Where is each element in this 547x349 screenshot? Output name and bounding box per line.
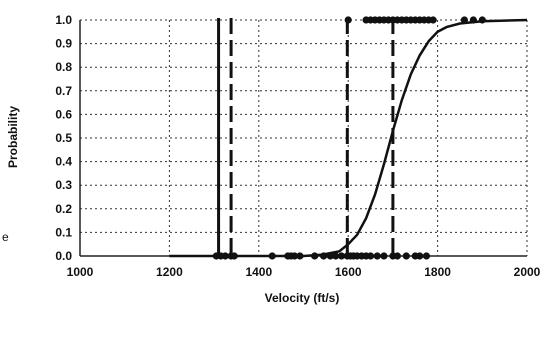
logistic-curve — [169, 18, 528, 258]
probability-curve — [169, 18, 528, 258]
data-point — [320, 252, 328, 260]
y-tick-label: 0.2 — [55, 202, 72, 216]
data-point — [326, 252, 334, 260]
y-axis-title: Probability — [6, 106, 20, 168]
vertical-reference-lines — [217, 18, 395, 258]
data-points — [212, 16, 486, 260]
data-point — [290, 252, 299, 260]
grid — [80, 19, 528, 256]
data-point — [268, 252, 276, 260]
data-point — [422, 252, 431, 260]
x-tick-label: 1600 — [335, 265, 362, 279]
y-tick-label: 0.1 — [55, 225, 72, 239]
data-point — [332, 252, 340, 260]
data-point — [373, 252, 381, 260]
x-tick-label: 1800 — [424, 265, 451, 279]
x-tick-label: 1200 — [156, 265, 183, 279]
y-tick-labels: 0.0 0.1 0.2 0.3 0.4 0.5 0.6 0.7 0.8 0.9 1.0 — [55, 13, 72, 263]
data-point — [393, 252, 401, 260]
y-tick-label: 1.0 — [55, 13, 72, 27]
x-axis-title: Velocity (ft/s) — [265, 291, 340, 305]
data-point — [460, 16, 469, 24]
data-point — [429, 16, 437, 24]
data-point — [344, 16, 352, 24]
y-tick-label: 0.9 — [55, 37, 72, 51]
data-point — [296, 252, 304, 260]
data-point — [416, 252, 424, 260]
axes — [79, 20, 527, 257]
data-point — [478, 16, 486, 24]
data-point — [380, 252, 388, 260]
y-tick-label: 0.0 — [55, 249, 72, 263]
x-tick-label: 1400 — [245, 265, 272, 279]
x-tick-label: 1000 — [67, 265, 94, 279]
data-point — [230, 252, 238, 260]
y-tick-label: 0.6 — [55, 107, 72, 121]
data-point — [469, 16, 477, 24]
data-point — [311, 252, 319, 260]
x-tick-label: 2000 — [514, 265, 541, 279]
y-tick-label: 0.8 — [55, 60, 72, 74]
y-tick-label: 0.7 — [55, 84, 72, 98]
data-point — [337, 252, 346, 260]
data-point — [221, 252, 229, 260]
x-tick-labels: 1000 1200 1400 1600 1800 2000 — [67, 265, 541, 279]
data-point — [402, 252, 410, 260]
y-tick-label: 0.5 — [55, 131, 72, 145]
side-label: e — [2, 230, 9, 244]
data-point — [366, 252, 375, 260]
y-tick-label: 0.3 — [55, 178, 72, 192]
y-tick-label: 0.4 — [55, 155, 72, 169]
